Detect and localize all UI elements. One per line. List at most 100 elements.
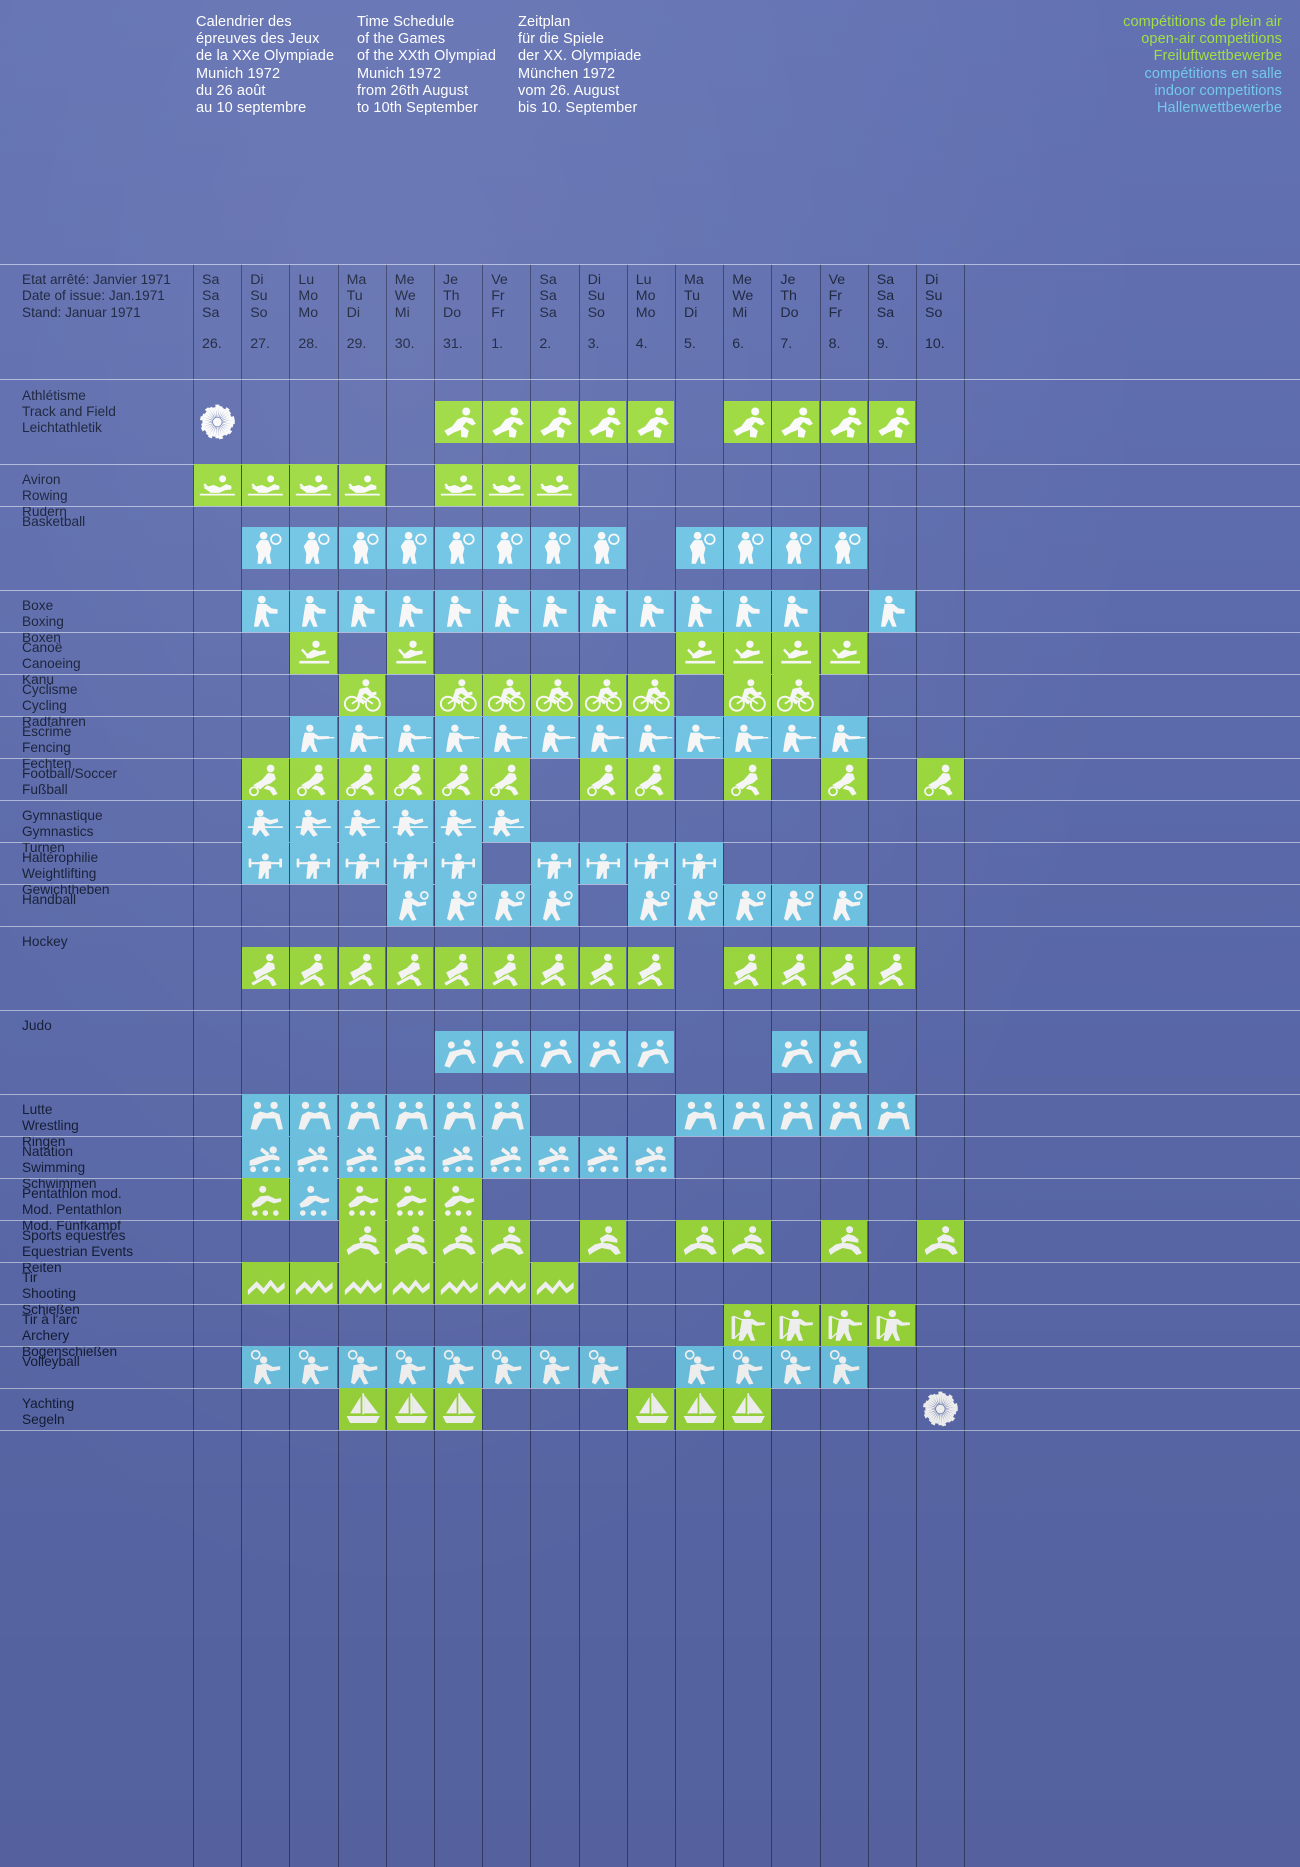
schedule-cell[interactable] [724,590,771,632]
schedule-cell[interactable] [820,947,868,989]
schedule-cell[interactable] [435,947,482,989]
schedule-cell[interactable] [627,401,675,443]
schedule-cell[interactable] [579,1220,627,1262]
schedule-cell[interactable] [483,758,530,800]
schedule-cell[interactable] [579,1136,627,1178]
schedule-cell[interactable] [483,464,530,506]
schedule-cell[interactable] [290,1346,338,1388]
schedule-cell[interactable] [772,884,820,926]
schedule-cell[interactable] [242,947,289,989]
schedule-cell[interactable] [531,884,579,926]
schedule-cell[interactable] [724,674,771,716]
schedule-cell[interactable] [290,1136,338,1178]
schedule-cell[interactable] [579,527,627,569]
schedule-cell[interactable] [386,1346,434,1388]
schedule-cell[interactable] [627,716,675,758]
schedule-cell[interactable] [290,632,338,674]
schedule-cell[interactable] [435,800,482,842]
schedule-cell[interactable] [820,716,868,758]
schedule-cell[interactable] [724,947,771,989]
schedule-cell[interactable] [820,1304,868,1346]
schedule-cell[interactable] [290,464,338,506]
schedule-cell[interactable] [338,1262,386,1304]
schedule-cell[interactable] [772,1031,820,1073]
schedule-cell[interactable] [579,674,627,716]
schedule-cell[interactable] [676,884,723,926]
schedule-cell[interactable] [435,1346,482,1388]
schedule-cell[interactable] [627,884,675,926]
schedule-cell[interactable] [820,1346,868,1388]
schedule-cell[interactable] [724,1220,771,1262]
schedule-cell[interactable] [531,527,579,569]
schedule-cell[interactable] [531,842,579,884]
schedule-cell[interactable] [724,1304,771,1346]
schedule-cell[interactable] [772,1094,820,1136]
schedule-cell[interactable] [868,401,916,443]
schedule-cell[interactable] [338,947,386,989]
schedule-cell[interactable] [724,758,771,800]
schedule-cell[interactable] [483,1262,530,1304]
schedule-cell[interactable] [483,800,530,842]
schedule-cell[interactable] [338,590,386,632]
schedule-cell[interactable] [627,758,675,800]
schedule-cell[interactable] [868,947,916,989]
schedule-cell[interactable] [627,674,675,716]
schedule-cell[interactable] [386,632,434,674]
schedule-cell[interactable] [724,1346,771,1388]
schedule-cell[interactable] [483,1346,530,1388]
schedule-cell[interactable] [483,884,530,926]
schedule-cell[interactable] [724,401,771,443]
schedule-cell[interactable] [338,800,386,842]
schedule-cell[interactable] [917,1220,964,1262]
schedule-cell[interactable] [338,716,386,758]
schedule-cell[interactable] [820,1220,868,1262]
schedule-cell[interactable] [242,464,289,506]
schedule-cell[interactable] [242,1262,289,1304]
schedule-cell[interactable] [868,1304,916,1346]
schedule-cell[interactable] [627,947,675,989]
schedule-cell[interactable] [531,464,579,506]
schedule-cell[interactable] [338,1388,386,1430]
schedule-cell[interactable] [917,758,964,800]
schedule-cell[interactable] [483,1094,530,1136]
schedule-cell[interactable] [676,590,723,632]
schedule-cell[interactable] [627,1136,675,1178]
schedule-cell[interactable] [386,1262,434,1304]
schedule-cell[interactable] [386,842,434,884]
schedule-cell[interactable] [724,1094,771,1136]
schedule-cell[interactable] [338,842,386,884]
schedule-cell[interactable] [338,674,386,716]
schedule-cell[interactable] [579,716,627,758]
schedule-cell[interactable] [290,758,338,800]
schedule-cell[interactable] [338,758,386,800]
schedule-cell[interactable] [772,947,820,989]
schedule-cell[interactable] [676,1346,723,1388]
schedule-cell[interactable] [242,527,289,569]
schedule-cell[interactable] [290,1262,338,1304]
schedule-cell[interactable] [531,1262,579,1304]
schedule-cell[interactable] [386,527,434,569]
schedule-cell[interactable] [386,1388,434,1430]
schedule-cell[interactable] [820,632,868,674]
schedule-cell[interactable] [579,758,627,800]
ceremony-sunburst-cell[interactable] [917,1388,964,1430]
schedule-cell[interactable] [772,716,820,758]
schedule-cell[interactable] [194,464,241,506]
schedule-cell[interactable] [386,758,434,800]
schedule-cell[interactable] [386,1136,434,1178]
schedule-cell[interactable] [290,590,338,632]
schedule-cell[interactable] [627,590,675,632]
schedule-cell[interactable] [338,1178,386,1220]
schedule-cell[interactable] [435,527,482,569]
schedule-cell[interactable] [531,401,579,443]
schedule-cell[interactable] [772,1304,820,1346]
schedule-cell[interactable] [868,1094,916,1136]
schedule-cell[interactable] [579,401,627,443]
schedule-cell[interactable] [242,758,289,800]
schedule-cell[interactable] [483,674,530,716]
schedule-cell[interactable] [724,527,771,569]
schedule-cell[interactable] [435,884,482,926]
schedule-cell[interactable] [820,884,868,926]
schedule-cell[interactable] [290,1094,338,1136]
schedule-cell[interactable] [483,947,530,989]
